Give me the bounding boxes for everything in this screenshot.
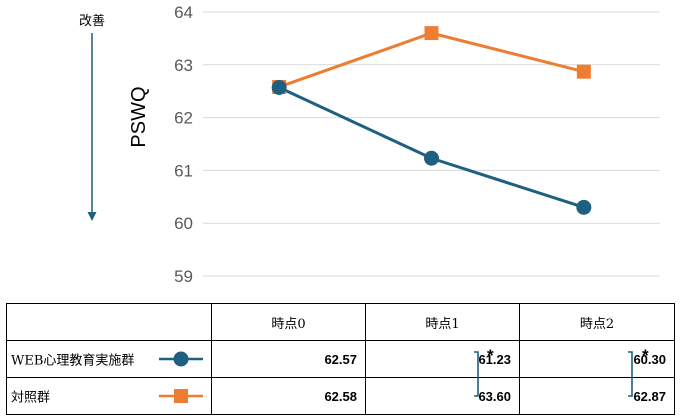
row-label-text: WEB心理教育実施群 — [11, 353, 135, 369]
table-corner — [6, 303, 212, 341]
y-tick-label: 59 — [174, 267, 193, 286]
series-layer — [271, 26, 592, 215]
cell-control-t2: 62.87 — [519, 377, 675, 415]
header-time2: 時点2 — [519, 303, 675, 341]
y-tick-label: 64 — [174, 3, 193, 22]
improvement-label: 改善 — [79, 13, 105, 29]
data-point-web-2 — [576, 199, 592, 215]
y-axis-ticks: 59 60 61 62 63 64 — [174, 3, 193, 286]
legend-web-marker-icon — [159, 351, 203, 367]
table-header-row: 時点0 時点1 時点2 — [6, 303, 675, 341]
grid-lines — [203, 11, 660, 277]
y-tick-label: 60 — [174, 214, 193, 233]
data-point-control-1 — [424, 26, 439, 41]
data-table: 時点0 時点1 時点2 WEB心理教育実施群 62.57 61.23 60.30… — [6, 303, 675, 415]
y-tick-label: 61 — [174, 161, 193, 180]
y-axis-label: PSWQ — [128, 86, 150, 147]
header-time0: 時点0 — [211, 303, 366, 341]
table-row: WEB心理教育実施群 62.57 61.23 60.30 — [6, 340, 675, 378]
row-label-web: WEB心理教育実施群 — [6, 340, 212, 378]
cell-control-t1: 63.60 — [365, 377, 520, 415]
data-point-web-1 — [424, 150, 439, 166]
series-line-control — [278, 31, 585, 89]
line-chart: 59 60 61 62 63 64 PSWQ 改善 — [79, 3, 660, 286]
y-tick-label: 62 — [174, 109, 193, 128]
cell-control-t0: 62.58 — [211, 377, 366, 415]
improvement-arrow-head — [87, 212, 97, 221]
cell-value: 61.23 — [478, 351, 511, 367]
data-point-web-0 — [271, 80, 287, 96]
cell-web-t0: 62.57 — [211, 340, 366, 378]
series-line-web — [278, 86, 585, 209]
row-label-control: 対照群 — [6, 377, 212, 415]
row-label-text: 対照群 — [11, 390, 51, 406]
y-tick-label: 63 — [174, 56, 193, 75]
legend-control-marker-icon — [159, 389, 203, 403]
cell-web-t1: 61.23 — [365, 340, 520, 378]
table-row: 対照群 62.58 63.60 62.87 — [6, 377, 675, 415]
data-point-control-2 — [576, 64, 591, 79]
cell-web-t2: 60.30 — [519, 340, 675, 378]
cell-value: 60.30 — [633, 351, 666, 367]
header-time1: 時点1 — [365, 303, 520, 341]
